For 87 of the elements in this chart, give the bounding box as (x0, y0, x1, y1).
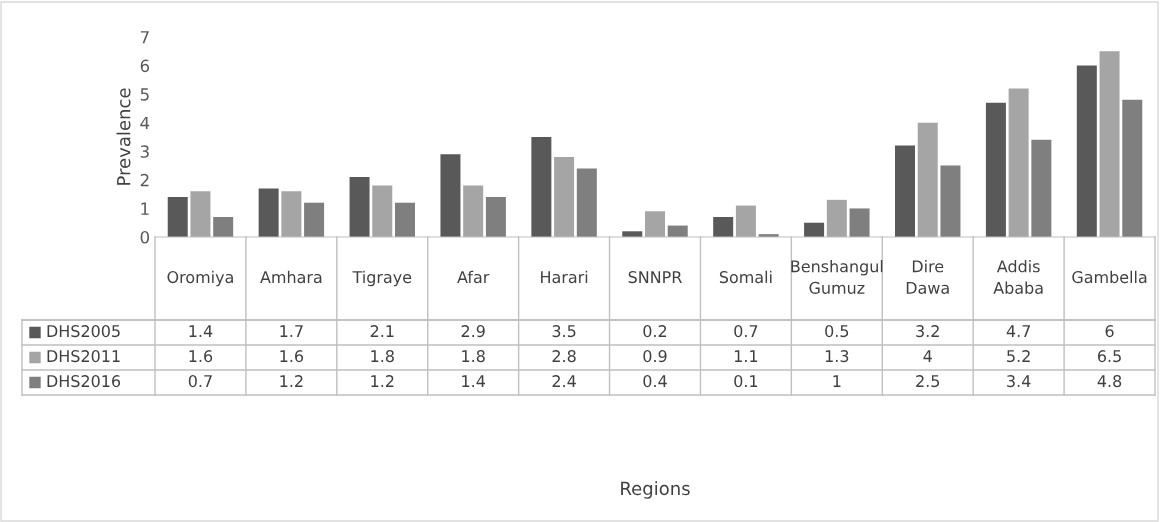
data-label: 2.9 (461, 325, 485, 338)
bar (213, 217, 234, 237)
bar (735, 205, 756, 237)
data-label: 0.7 (734, 325, 758, 338)
data-label: 3.2 (916, 325, 939, 338)
bar (531, 137, 552, 237)
bar (372, 185, 393, 237)
bar (485, 197, 506, 237)
data-label: 1.6 (189, 350, 213, 363)
x-tick-label: Tigraye (352, 270, 412, 287)
bar (554, 157, 575, 237)
data-label: 6.5 (1097, 350, 1121, 363)
bar (395, 202, 415, 237)
data-label: 4.7 (1006, 325, 1030, 337)
bar (1008, 88, 1029, 237)
bar (917, 122, 938, 237)
y-tick-label: 5 (140, 88, 149, 101)
bar (1076, 65, 1097, 237)
data-label: 1.7 (280, 325, 303, 337)
data-label: 2.1 (370, 325, 394, 337)
y-tick-label: 7 (140, 31, 149, 44)
data-label: 0.2 (643, 325, 667, 338)
bar (1031, 139, 1052, 237)
x-tick-label: Dire Dawa (906, 260, 949, 294)
bar (349, 177, 370, 237)
bar (304, 202, 325, 237)
y-axis-title: Prevalence (116, 88, 131, 185)
text: Regions (621, 481, 690, 499)
data-label: 1.8 (371, 350, 394, 363)
legend-label: DHS2016 (47, 375, 121, 388)
bar (645, 211, 665, 237)
data-label: 0.5 (825, 325, 849, 338)
data-label: 1.2 (371, 375, 394, 387)
bar (985, 102, 1006, 237)
bar (190, 191, 211, 237)
x-tick-label: Addis Ababa (993, 260, 1043, 294)
x-tick-label: Benshangul Gumuz (791, 260, 883, 294)
y-tick-label: 1 (141, 202, 149, 215)
x-tick-label: Gambella (1072, 270, 1147, 284)
data-label: 1.1 (734, 350, 758, 362)
bar (940, 165, 961, 237)
data-label: 3.5 (552, 325, 576, 338)
x-tick-label: Harari (541, 270, 588, 284)
data-label: 0.7 (188, 375, 212, 388)
data-label: 0.1 (734, 375, 758, 388)
x-tick-label: Somali (719, 270, 772, 284)
data-label: 6 (1105, 325, 1114, 338)
data-label: 1.4 (462, 375, 485, 387)
x-tick-label: SNNPR (628, 271, 682, 284)
bar (804, 222, 825, 237)
y-tick-label: 0 (140, 230, 150, 244)
data-label: 0.4 (643, 375, 667, 388)
data-label: 5.2 (1007, 350, 1030, 363)
data-label: 4 (923, 350, 932, 362)
data-label: 1.3 (825, 350, 849, 363)
bar (576, 168, 597, 237)
y-tick-label: 6 (140, 59, 150, 73)
data-label: 4.8 (1097, 375, 1122, 388)
data-label: 1 (833, 375, 841, 387)
data-label: 0.9 (643, 350, 667, 363)
data-label: 3.4 (1007, 375, 1031, 388)
data-label: 2.8 (552, 350, 576, 363)
y-tick-label: 3 (140, 145, 149, 158)
bar (895, 145, 915, 237)
y-tick-label: 4 (140, 116, 150, 130)
data-label: 2.4 (552, 375, 576, 387)
legend-label: DHS2005 (47, 325, 120, 338)
x-tick-label: Afar (457, 270, 490, 284)
bar (440, 154, 461, 237)
x-tick-label: Amhara (260, 270, 322, 284)
bar (826, 199, 847, 237)
data-label: 2.5 (916, 375, 940, 388)
bar (1099, 51, 1120, 237)
data-label: 1.2 (280, 375, 303, 387)
bar (258, 188, 279, 237)
bar (849, 208, 870, 237)
bar (281, 191, 302, 237)
data-label: 1.6 (280, 350, 304, 363)
data-label: 1.4 (189, 325, 213, 337)
data-label: 1.8 (462, 350, 485, 363)
bar (167, 197, 188, 237)
bar (463, 185, 484, 237)
y-tick-label: 2 (140, 173, 149, 187)
legend-label: DHS2011 (47, 350, 120, 363)
bar (713, 217, 734, 237)
x-tick-label: Oromiya (167, 270, 233, 287)
bar (1122, 99, 1143, 237)
